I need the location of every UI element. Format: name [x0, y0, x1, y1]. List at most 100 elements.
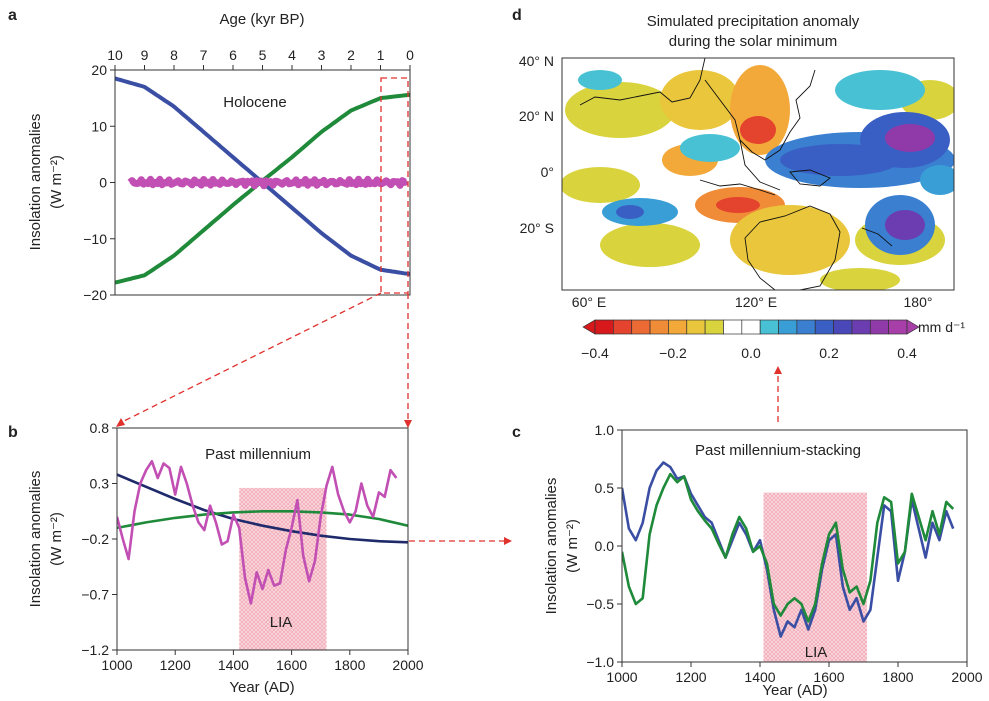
guide-a-to-b-left [117, 292, 382, 425]
panel-c-lia-label: LIA [805, 644, 828, 661]
panel-b-x-tick-label: 1400 [218, 657, 249, 673]
panel-c-y-tick-label: 1.0 [595, 422, 615, 438]
panel-a-y-tick-label: 10 [91, 118, 107, 134]
colorbar-tick-2: 0.0 [741, 345, 761, 361]
colorbar-cell [631, 319, 651, 335]
panel-c-y-tick-label: 0.0 [595, 538, 615, 554]
panel-d-xtick-60e: 60° E [572, 294, 606, 310]
colorbar-cell [686, 319, 706, 335]
colorbar-cell [814, 319, 834, 335]
panel-a-y-tick-label: 0 [99, 175, 107, 191]
panel-c-x-tick-label: 2000 [951, 669, 982, 685]
panel-a-top-tick-label: 2 [347, 47, 355, 63]
panel-c-series [622, 461, 955, 638]
panel-b-x-tick-label: 1000 [101, 657, 132, 673]
panel-b-ticks: 1000 1200 1400 1600 1800 2000 0.8 0.3 −0.2 −0.7 −1… [81, 420, 423, 673]
guide-arrows [117, 292, 779, 542]
colorbar-tick-3: 0.2 [819, 345, 839, 361]
panel-b-y-tick-label: −1.2 [81, 642, 109, 658]
panel-a-y-ticks: 20 10 0 −10 −20 [83, 62, 115, 303]
panel-c-xlabel: Year (AD) [762, 682, 827, 699]
panel-d-title-line1: Simulated precipitation anomaly [647, 13, 860, 30]
panel-d-colorbar-ticks: −0.4 −0.2 0.0 0.2 0.4 [581, 345, 917, 361]
panel-c-y-tick-label: −1.0 [586, 654, 614, 670]
panel-a-top-axis-label: Age (kyr BP) [219, 11, 304, 28]
panel-d-frame [561, 57, 955, 291]
panel-a-y-tick-label: −20 [83, 287, 107, 303]
colorbar-cell [723, 319, 743, 335]
panel-c-series-blue [622, 461, 955, 638]
panel-c-ylabel-unit: (W m⁻²) [564, 519, 581, 573]
arrowhead-b-right [404, 420, 412, 428]
panel-b-x-tick-label: 1200 [160, 657, 191, 673]
panel-b-series-magenta [117, 460, 398, 605]
panel-d-ytick-20n: 20° N [519, 108, 554, 124]
panel-a-top-tick-label: 0 [406, 47, 414, 63]
panel-a-frame [114, 69, 411, 296]
panel-c-y-tick-label: −0.5 [586, 596, 614, 612]
panel-b-x-tick-label: 2000 [392, 657, 423, 673]
panel-b-y-tick-label: −0.7 [81, 587, 109, 603]
panel-c-y-tick-label: 0.5 [595, 480, 615, 496]
panel-c-frame [621, 429, 968, 663]
panel-d-ytick-20s: 20° S [520, 220, 554, 236]
panel-d-ytick-40n: 40° N [519, 53, 554, 69]
guide-arrowheads [116, 366, 782, 545]
panel-a-ylabel: Insolation anomalies [27, 114, 44, 251]
colorbar-cell [594, 319, 614, 335]
panel-d-xtick-120e: 120° E [735, 294, 777, 310]
panel-a-top-tick-label: 8 [170, 47, 178, 63]
panel-b-x-tick-label: 1800 [334, 657, 365, 673]
panel-a-top-ticks: 10 9 8 7 6 5 4 3 2 1 0 [107, 47, 414, 70]
colorbar-tick-0: −0.4 [581, 345, 609, 361]
panel-b-frame [116, 427, 409, 651]
panel-a-top-tick-label: 4 [288, 47, 296, 63]
panel-a-top-tick-label: 9 [141, 47, 149, 63]
arrowhead-c [504, 537, 512, 545]
colorbar-tick-1: −0.2 [659, 345, 687, 361]
panel-a-title: Holocene [223, 94, 286, 111]
colorbar-tick-4: 0.4 [897, 345, 917, 361]
panel-a-series [115, 76, 410, 285]
panel-b-y-tick-label: 0.3 [90, 476, 110, 492]
colorbar-cell [833, 319, 853, 335]
colorbar-cell [888, 319, 908, 335]
panel-c-title: Past millennium-stacking [695, 442, 861, 459]
coastlines [579, 58, 893, 290]
panel-d-map-field [562, 58, 954, 290]
colorbar-cell [778, 319, 798, 335]
panel-letter-a: a [8, 7, 17, 24]
panel-a-top-tick-label: 10 [107, 47, 123, 63]
panel-c-stacking: 1000 1200 1400 1600 1800 2000 1.0 0.5 0.0 −0.5 −1.… [543, 422, 983, 699]
panel-b-x-tick-label: 1600 [276, 657, 307, 673]
arrowhead-b-left [116, 418, 125, 427]
panel-a-top-tick-label: 7 [200, 47, 208, 63]
panel-letter-c: c [512, 424, 521, 441]
panel-a-y-tick-label: 20 [91, 62, 107, 78]
panel-b-series-darkblue [117, 473, 408, 544]
colorbar-cell [759, 319, 779, 335]
panel-a-ylabel-unit: (W m⁻²) [48, 155, 65, 209]
panel-b-series [117, 460, 408, 605]
wet-anomaly-regions [578, 70, 954, 255]
panel-letter-d: d [512, 7, 522, 24]
colorbar-right-arrow [906, 319, 920, 335]
panel-c-x-tick-label: 1000 [606, 669, 637, 685]
panel-a-top-tick-label: 5 [259, 47, 267, 63]
panel-c-x-tick-label: 1200 [675, 669, 706, 685]
panel-c-lia-band [763, 492, 867, 662]
panel-b-xlabel: Year (AD) [229, 679, 294, 696]
panel-d-xtick-180: 180° [904, 294, 933, 310]
panel-a-y-tick-label: −10 [83, 231, 107, 247]
panel-b-y-tick-label: 0.8 [90, 420, 110, 436]
panel-b-title: Past millennium [205, 446, 311, 463]
panel-d-ytick-0: 0° [541, 164, 554, 180]
colorbar-left-arrow [582, 319, 596, 335]
panel-c-x-tick-label: 1800 [882, 669, 913, 685]
colorbar-cell [869, 319, 889, 335]
panel-d-colorbar-unit: mm d⁻¹ [918, 319, 965, 335]
panel-c-x-tick-label: 1600 [813, 669, 844, 685]
panel-d-precip-map: Simulated precipitation anomaly during t… [519, 13, 966, 361]
